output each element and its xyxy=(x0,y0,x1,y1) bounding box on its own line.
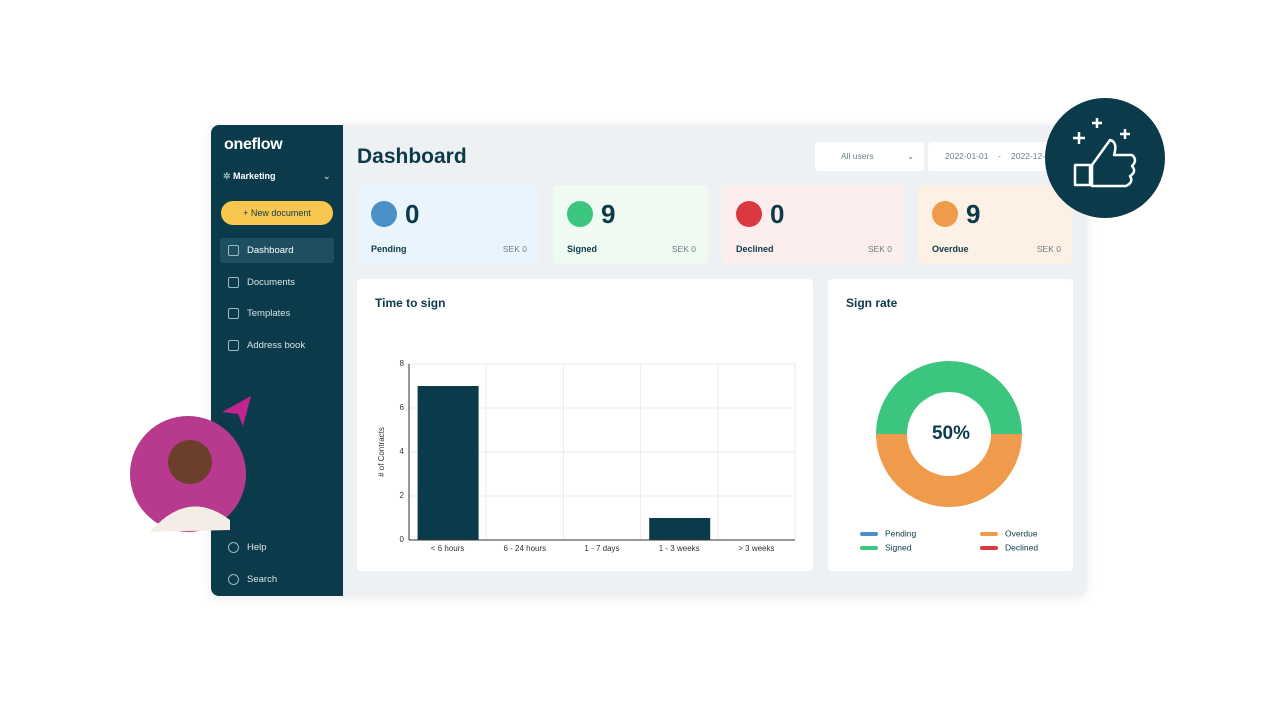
chart-title: Sign rate xyxy=(846,296,898,310)
nav-label: Search xyxy=(247,574,278,585)
stat-amount: SEK 0 xyxy=(1036,244,1061,254)
nav-label: Help xyxy=(247,542,267,553)
button-label: New document xyxy=(250,208,311,218)
stat-label: Pending xyxy=(371,244,407,254)
legend-label: Pending xyxy=(885,528,916,538)
nav-item[interactable]: Address book xyxy=(220,333,334,358)
nav-label: Dashboard xyxy=(247,245,294,256)
logo: oneflow xyxy=(224,136,283,153)
stat-label: Overdue xyxy=(932,244,969,254)
new-document-button[interactable]: + New document xyxy=(221,201,333,225)
nav-label: Templates xyxy=(247,308,291,319)
stat-card: 0 Pending SEK 0 xyxy=(357,185,539,264)
status-icon xyxy=(371,201,397,227)
x-tick-label: < 6 hours xyxy=(431,544,465,553)
nav-item[interactable]: Help xyxy=(220,535,334,560)
legend-swatch xyxy=(860,546,878,550)
stat-amount: SEK 0 xyxy=(671,244,696,254)
stat-amount: SEK 0 xyxy=(502,244,527,254)
workspace-name: Marketing xyxy=(233,171,276,181)
stat-count: 0 xyxy=(770,199,785,229)
y-axis-label: # of Contracts xyxy=(377,427,386,477)
y-tick-label: 0 xyxy=(400,535,405,544)
legend-swatch xyxy=(980,546,998,550)
x-tick-label: 6 - 24 hours xyxy=(503,544,546,553)
app-window: oneflow ✲ Marketing ⌄ + New document Dash… xyxy=(211,125,1087,596)
workspace-selector[interactable]: ✲ Marketing ⌄ xyxy=(223,171,331,181)
sidebar: oneflow ✲ Marketing ⌄ + New document Dash… xyxy=(211,125,343,596)
bar xyxy=(417,386,479,540)
status-icon xyxy=(567,201,593,227)
status-icon xyxy=(736,201,762,227)
y-tick-label: 2 xyxy=(400,491,405,500)
stat-card: 9 Signed SEK 0 xyxy=(553,185,708,264)
stat-label: Signed xyxy=(567,244,598,254)
stat-count: 9 xyxy=(601,199,616,229)
date-to: 2022-12- xyxy=(1011,151,1046,161)
nav-item[interactable]: Documents xyxy=(220,270,334,295)
nav-label: Documents xyxy=(247,277,296,288)
paper-plane-icon xyxy=(222,396,251,426)
nav-item[interactable]: Templates xyxy=(220,301,334,326)
stat-count: 0 xyxy=(405,199,420,229)
filter-label: All users xyxy=(841,151,874,161)
thumbs-up-badge xyxy=(1045,98,1165,218)
center-label: 50% xyxy=(932,423,970,444)
nav-item[interactable]: Dashboard xyxy=(220,238,334,263)
pie-slice xyxy=(876,361,1022,434)
nav-item[interactable]: Search xyxy=(220,567,334,592)
x-tick-label: 1 - 3 weeks xyxy=(659,544,700,553)
stat-label: Declined xyxy=(736,244,774,254)
status-icon xyxy=(932,201,958,227)
legend-label: Overdue xyxy=(1005,528,1038,538)
date-from: 2022-01-01 xyxy=(945,151,989,161)
pie-slice xyxy=(876,434,1022,507)
chart-title: Time to sign xyxy=(375,296,445,310)
avatar-shirt xyxy=(150,506,230,532)
avatar-face xyxy=(168,440,212,484)
time-to-sign-panel: Time to sign # of Contracts 0 2 4 6 8 < 6 hours… xyxy=(357,279,813,571)
y-tick-label: 4 xyxy=(400,447,405,456)
stat-card: 0 Declined SEK 0 xyxy=(722,185,904,264)
stat-count: 9 xyxy=(966,199,981,229)
pie-chart: Sign rate Pending Signed Overdue Declined 50% xyxy=(846,296,1038,552)
y-tick-label: 8 xyxy=(400,359,405,368)
thumbs-up-icon xyxy=(1073,118,1137,188)
user-filter[interactable]: All users ⌄ xyxy=(815,142,924,171)
date-separator: - xyxy=(998,151,1001,161)
stat-card: 9 Overdue SEK 0 xyxy=(918,185,1073,264)
sign-rate-panel: Sign rate Pending Signed Overdue Declined 50% xyxy=(828,279,1073,571)
legend-label: Declined xyxy=(1005,542,1038,552)
x-tick-label: > 3 weeks xyxy=(738,544,774,553)
x-tick-label: 1 - 7 days xyxy=(584,544,619,553)
bar-chart: Time to sign # of Contracts 0 2 4 6 8 < 6 hours… xyxy=(375,296,796,553)
legend-label: Signed xyxy=(885,542,912,552)
nav-label: Address book xyxy=(247,340,306,351)
bar xyxy=(649,518,711,540)
stat-amount: SEK 0 xyxy=(867,244,892,254)
legend-swatch xyxy=(980,532,998,536)
y-tick-label: 6 xyxy=(400,403,405,412)
page-title: Dashboard xyxy=(357,145,467,168)
legend-swatch xyxy=(860,532,878,536)
